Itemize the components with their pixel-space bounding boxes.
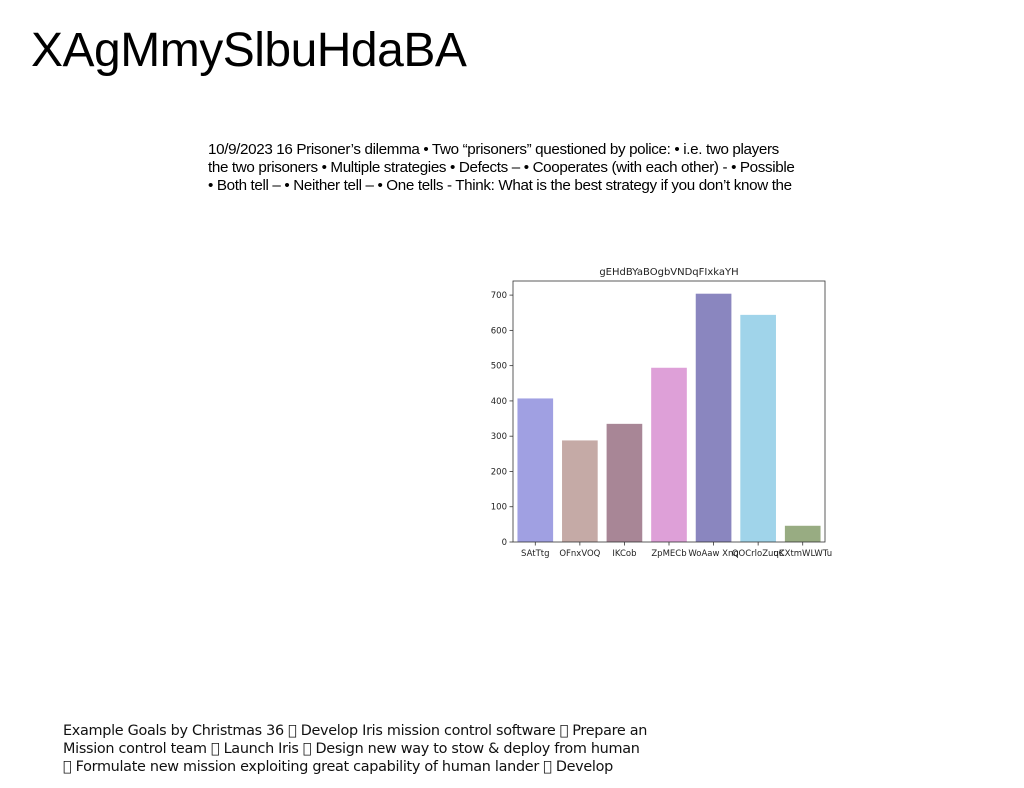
y-tick-label: 100 <box>491 503 507 513</box>
x-tick-label: WoAaw Xnq <box>688 549 738 559</box>
text-line: Example Goals by Christmas 36   Develop … <box>63 723 648 739</box>
x-tick-label: ZpMECb <box>651 549 686 559</box>
y-tick-label: 400 <box>491 397 507 407</box>
text-line: 10/9/2023 16 Prisoner’s dilemma • Two “p… <box>208 141 779 158</box>
page-title: XAgMmySlbuHdaBA <box>31 24 467 77</box>
text-line: Mission control team   Launch Iris   Des… <box>63 741 640 757</box>
x-tick-label: uCXtmWLWTu <box>773 549 832 559</box>
bar <box>562 440 598 542</box>
x-tick-label: IKCob <box>612 549 636 559</box>
slide-text-block: 10/9/2023 16 Prisoner’s dilemma • Two “p… <box>208 141 868 195</box>
axes-layer: 0 100 200 300 400 500 600 700 SAtTtg OFnxVOQ IKCob… <box>491 280 832 559</box>
bars-layer <box>517 293 821 542</box>
y-tick-label: 0 <box>502 538 507 548</box>
x-tick-label: SAtTtg <box>521 549 549 559</box>
bar <box>517 398 554 542</box>
chart-title: gEHdBYaBOgbVNDqFIxkaYH <box>599 267 738 278</box>
bar-chart: gEHdBYaBOgbVNDqFIxkaYH 0 100 200 300 400 500 6… <box>470 258 840 563</box>
goals-text-block: Example Goals by Christmas 36   Develop … <box>63 722 683 776</box>
text-line: • Both tell – • Neither tell – • One tel… <box>208 177 792 194</box>
x-tick-label: OFnxVOQ <box>559 549 600 559</box>
bar-chart-svg: gEHdBYaBOgbVNDqFIxkaYH 0 100 200 300 400 500 6… <box>491 267 832 559</box>
text-line:   Formulate new mission exploiting great… <box>63 759 613 775</box>
y-tick-label: 500 <box>491 362 507 372</box>
x-tick-label: QOCrloZuqK <box>732 549 785 559</box>
bar <box>695 293 732 542</box>
y-tick-label: 600 <box>491 326 507 336</box>
bar <box>606 423 643 542</box>
y-tick-label: 200 <box>491 467 507 477</box>
bar <box>784 525 821 542</box>
bar <box>651 367 687 542</box>
bar <box>740 314 776 542</box>
y-tick-label: 300 <box>491 432 507 442</box>
text-line: the two prisoners • Multiple strategies … <box>208 159 795 176</box>
y-tick-label: 700 <box>491 291 507 301</box>
